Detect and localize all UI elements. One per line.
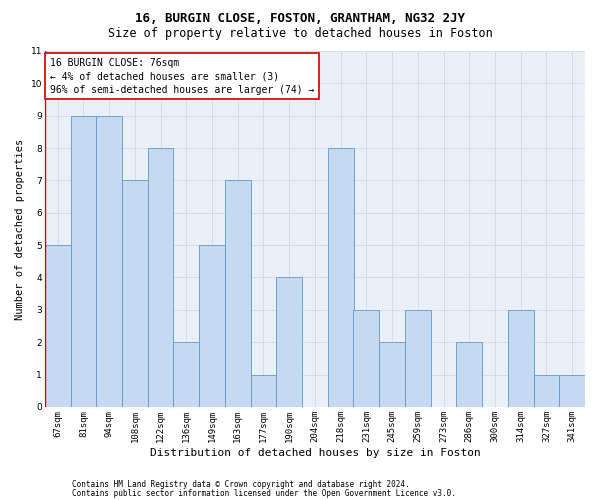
- Bar: [251, 374, 277, 407]
- Bar: [277, 278, 302, 407]
- Bar: [379, 342, 405, 407]
- Bar: [328, 148, 353, 407]
- Bar: [96, 116, 122, 407]
- Bar: [173, 342, 199, 407]
- Bar: [405, 310, 431, 407]
- Bar: [122, 180, 148, 407]
- Bar: [71, 116, 96, 407]
- Bar: [199, 245, 225, 407]
- Text: 16 BURGIN CLOSE: 76sqm
← 4% of detached houses are smaller (3)
96% of semi-detac: 16 BURGIN CLOSE: 76sqm ← 4% of detached …: [50, 58, 314, 94]
- Bar: [559, 374, 585, 407]
- Y-axis label: Number of detached properties: Number of detached properties: [15, 138, 25, 320]
- Text: Contains public sector information licensed under the Open Government Licence v3: Contains public sector information licen…: [72, 488, 456, 498]
- Bar: [148, 148, 173, 407]
- Text: Contains HM Land Registry data © Crown copyright and database right 2024.: Contains HM Land Registry data © Crown c…: [72, 480, 410, 489]
- Text: 16, BURGIN CLOSE, FOSTON, GRANTHAM, NG32 2JY: 16, BURGIN CLOSE, FOSTON, GRANTHAM, NG32…: [135, 12, 465, 26]
- Bar: [533, 374, 559, 407]
- Bar: [45, 245, 71, 407]
- Bar: [508, 310, 533, 407]
- Bar: [457, 342, 482, 407]
- Text: Size of property relative to detached houses in Foston: Size of property relative to detached ho…: [107, 28, 493, 40]
- Bar: [353, 310, 379, 407]
- X-axis label: Distribution of detached houses by size in Foston: Distribution of detached houses by size …: [149, 448, 480, 458]
- Bar: [225, 180, 251, 407]
